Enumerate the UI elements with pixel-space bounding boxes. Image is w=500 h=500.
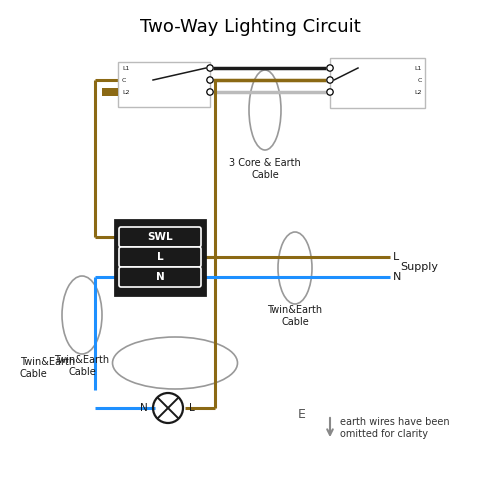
Text: N: N [156,272,164,282]
Text: L1: L1 [122,66,130,70]
Circle shape [327,77,333,83]
Text: Twin&Earth
Cable: Twin&Earth Cable [268,305,322,326]
Circle shape [207,65,213,71]
Bar [102,88,118,96]
FancyBboxPatch shape [119,247,201,267]
Text: earth wires have been
omitted for clarity: earth wires have been omitted for clarit… [340,417,450,439]
Text: Twin&Earth
Cable: Twin&Earth Cable [20,357,75,379]
Text: N: N [140,403,148,413]
Circle shape [327,65,333,71]
Text: L2: L2 [414,90,422,94]
Text: 3 Core & Earth
Cable: 3 Core & Earth Cable [229,158,301,180]
Text: L: L [189,403,195,413]
Bar [118,62,210,107]
Text: Supply: Supply [400,262,438,272]
Circle shape [207,77,213,83]
FancyBboxPatch shape [119,267,201,287]
Bar [115,220,205,295]
Text: Two-Way Lighting Circuit: Two-Way Lighting Circuit [140,18,360,36]
Text: L2: L2 [122,90,130,94]
Text: C: C [122,78,126,82]
Circle shape [207,89,213,95]
Text: L1: L1 [414,66,422,70]
Bar [330,58,425,108]
Circle shape [327,89,333,95]
Text: N: N [393,272,402,282]
Text: L: L [393,252,399,262]
Text: Twin&Earth
Cable: Twin&Earth Cable [54,355,110,376]
Text: E: E [298,408,306,422]
FancyBboxPatch shape [119,227,201,247]
Text: SWL: SWL [147,232,173,242]
Text: C: C [418,78,422,82]
Text: L: L [156,252,164,262]
